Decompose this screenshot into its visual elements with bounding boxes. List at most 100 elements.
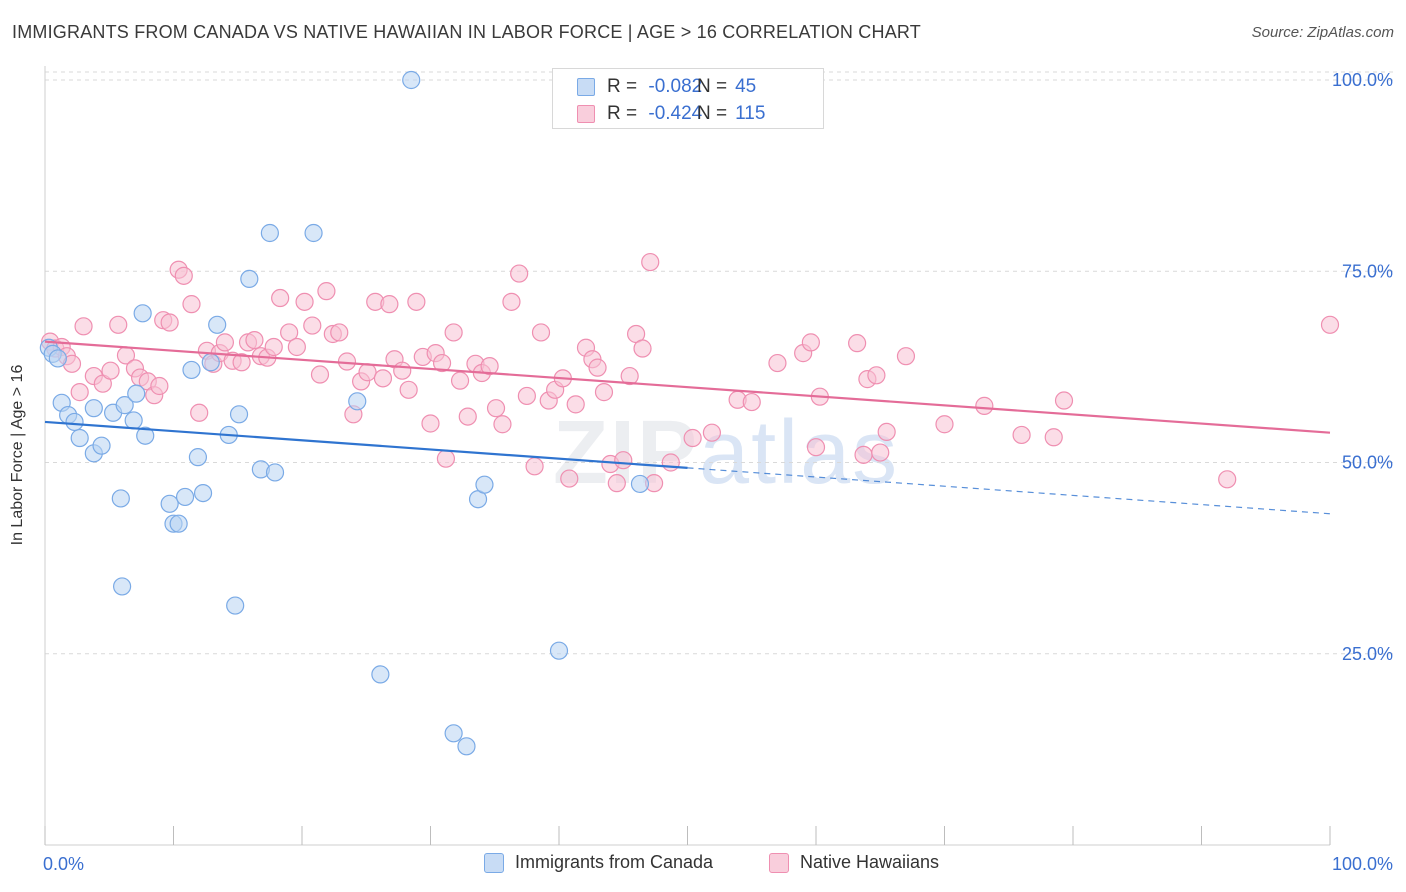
point-canada	[115, 396, 134, 415]
point-canada	[240, 269, 259, 288]
point-hawaiian	[768, 353, 787, 373]
point-hawaiian	[661, 453, 680, 472]
point-canada	[48, 349, 67, 368]
point-hawaiian	[517, 386, 536, 406]
source-credit: Source: ZipAtlas.com	[1252, 24, 1394, 41]
point-hawaiian	[450, 371, 470, 390]
x-tick-label: 0.0%	[43, 854, 84, 874]
point-hawaiian	[683, 428, 702, 448]
correlation-legend: R = -0.082 N = 45 R = -0.424 N = 115	[552, 68, 824, 129]
point-canada	[260, 223, 279, 243]
point-canada	[182, 360, 201, 380]
point-canada	[127, 384, 146, 403]
point-canada	[193, 484, 213, 503]
point-canada	[70, 428, 89, 448]
point-hawaiian	[1054, 391, 1074, 410]
point-hawaiian	[702, 423, 722, 442]
point-hawaiian	[806, 438, 826, 457]
point-hawaiian	[867, 366, 886, 385]
trendline-canada	[44, 420, 688, 469]
point-hawaiian	[444, 323, 463, 342]
point-hawaiian	[109, 315, 128, 334]
point-canada	[475, 475, 494, 494]
legend-swatch-canada	[577, 78, 595, 96]
legend-label-canada: Immigrants from Canada	[515, 852, 714, 872]
source-link[interactable]: ZipAtlas.com	[1307, 24, 1394, 41]
point-canada	[444, 724, 463, 743]
legend-swatch-hawaiian	[577, 105, 595, 123]
point-hawaiian	[436, 449, 456, 468]
point-hawaiian	[182, 295, 201, 314]
point-hawaiian	[160, 313, 179, 332]
point-canada	[112, 577, 132, 596]
r-value-canada: -0.082	[648, 76, 703, 97]
trendline-canada-extension	[687, 467, 1331, 515]
point-canada	[169, 514, 188, 533]
point-canada	[371, 665, 390, 684]
point-hawaiian	[1044, 428, 1063, 447]
point-hawaiian	[287, 337, 306, 357]
point-canada	[133, 304, 152, 323]
point-hawaiian	[70, 383, 89, 402]
point-canada	[65, 412, 84, 432]
point-hawaiian	[421, 414, 440, 433]
legend-row-hawaiian: R = -0.424 N = 115	[577, 102, 765, 126]
point-canada	[457, 737, 476, 756]
point-hawaiian	[174, 266, 193, 285]
point-hawaiian	[641, 252, 660, 272]
point-hawaiian	[633, 339, 652, 358]
legend-row-canada: R = -0.082 N = 45	[577, 75, 756, 99]
point-canada	[208, 315, 227, 334]
point-hawaiian	[854, 445, 873, 464]
point-hawaiian	[620, 366, 639, 386]
point-hawaiian	[566, 395, 585, 414]
point-hawaiian	[877, 422, 896, 441]
trendline-hawaiian	[44, 340, 1331, 434]
point-hawaiian	[975, 396, 994, 415]
point-hawaiian	[1320, 315, 1340, 334]
point-hawaiian	[486, 399, 506, 418]
point-hawaiian	[432, 353, 452, 373]
point-canada	[175, 487, 195, 507]
point-hawaiian	[101, 361, 120, 380]
point-hawaiian	[1012, 425, 1031, 445]
point-canada	[111, 489, 130, 508]
point-hawaiian	[493, 415, 512, 434]
point-canada	[229, 405, 249, 424]
point-hawaiian	[510, 264, 529, 283]
legend-item-canada[interactable]: Immigrants from Canada	[484, 852, 713, 873]
point-hawaiian	[871, 443, 890, 462]
y-tick-label: 75.0%	[1342, 261, 1393, 281]
point-hawaiian	[594, 383, 614, 402]
r-label: R =	[607, 103, 643, 124]
point-canada	[92, 436, 111, 455]
point-hawaiian	[303, 316, 322, 335]
point-hawaiian	[264, 337, 283, 357]
point-canada	[84, 399, 103, 418]
point-canada	[402, 70, 421, 90]
point-canada	[124, 411, 143, 430]
point-hawaiian	[848, 334, 867, 353]
point-hawaiian	[373, 369, 393, 388]
point-hawaiian	[614, 451, 633, 470]
source-label: Source:	[1251, 24, 1304, 41]
point-canada	[188, 448, 208, 467]
point-hawaiian	[330, 323, 349, 342]
n-value-canada: 45	[735, 76, 757, 97]
point-hawaiian	[399, 380, 418, 399]
point-canada	[226, 596, 245, 615]
point-canada	[160, 494, 179, 513]
point-hawaiian	[358, 363, 377, 382]
point-hawaiian	[407, 292, 426, 311]
chart-title: IMMIGRANTS FROM CANADA VS NATIVE HAWAIIA…	[12, 22, 921, 42]
point-canada	[549, 641, 569, 660]
point-hawaiian	[935, 415, 954, 434]
point-hawaiian	[480, 357, 499, 376]
point-hawaiian	[150, 376, 169, 396]
point-hawaiian	[560, 469, 579, 488]
legend-label-hawaiian: Native Hawaiians	[800, 852, 940, 872]
legend-item-hawaiian[interactable]: Native Hawaiians	[769, 852, 939, 873]
point-hawaiian	[74, 317, 93, 336]
y-tick-label: 100.0%	[1332, 70, 1393, 90]
